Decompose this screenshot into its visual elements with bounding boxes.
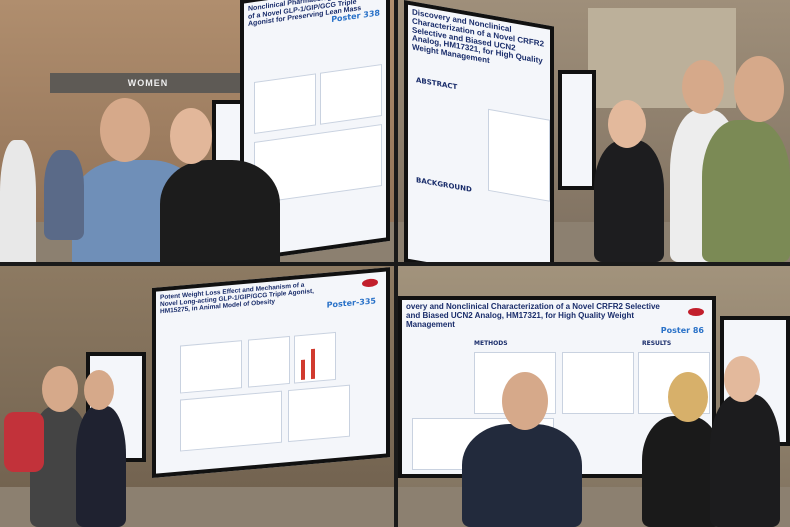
poster-number: Poster 86 — [660, 326, 704, 335]
man-head — [100, 98, 150, 162]
hanmi-logo — [688, 308, 704, 316]
man-head — [42, 366, 78, 412]
woman-presenter — [710, 394, 780, 527]
blonde-woman-in-black — [642, 416, 722, 527]
photo-top-left: WOMEN Nonclinical Pharmacological Potent… — [0, 0, 394, 262]
red-backpack — [4, 412, 44, 472]
figure-panel — [288, 384, 350, 443]
photo-top-right: Discovery and Nonclinical Characterizati… — [398, 0, 790, 262]
section-results: RESULTS — [642, 340, 672, 347]
man-in-green-shirt — [702, 120, 790, 262]
man-in-dark-suit — [76, 406, 126, 527]
attendee-background — [44, 150, 84, 240]
man-head — [682, 60, 724, 114]
figure-panel — [180, 390, 282, 452]
hanmi-logo — [362, 278, 378, 288]
figure-panel — [254, 73, 316, 135]
woman-in-black-blazer — [160, 160, 280, 262]
bar-mark — [311, 348, 315, 380]
man-in-white-shirt — [0, 140, 36, 262]
poster-title: Potent Weight Loss Effect and Mechanism … — [160, 281, 314, 316]
section-background: BACKGROUND — [416, 176, 472, 194]
woman-head — [724, 356, 760, 402]
figure-panel — [248, 335, 290, 388]
man-head — [502, 372, 548, 430]
woman-head — [668, 372, 708, 422]
poster-title: overy and Nonclinical Characterization o… — [406, 302, 660, 329]
man-head — [84, 370, 114, 410]
woman-in-black-jacket — [594, 140, 664, 262]
figure-panel — [488, 108, 550, 202]
woman-head — [170, 108, 212, 164]
man-head — [734, 56, 784, 122]
bald-man-in-suit — [462, 424, 582, 527]
poster-board: Potent Weight Loss Effect and Mechanism … — [152, 267, 390, 478]
figure-panel — [562, 352, 634, 414]
figure-panel — [180, 340, 242, 394]
poster-board-far — [558, 70, 596, 190]
woman-head — [608, 100, 646, 148]
figure-panel — [320, 64, 382, 125]
bar-mark — [301, 359, 305, 380]
restroom-sign: WOMEN — [50, 73, 246, 93]
photo-bottom-left: Potent Weight Loss Effect and Mechanism … — [0, 266, 394, 527]
poster-board: Discovery and Nonclinical Characterizati… — [404, 0, 554, 262]
figure-panel — [294, 331, 336, 384]
section-methods: METHODS — [474, 340, 508, 347]
poster-title: Discovery and Nonclinical Characterizati… — [412, 7, 545, 66]
section-abstract: ABSTRACT — [416, 76, 458, 92]
photo-bottom-right: overy and Nonclinical Characterization o… — [398, 266, 790, 527]
poster-number: Poster-335 — [326, 296, 376, 310]
